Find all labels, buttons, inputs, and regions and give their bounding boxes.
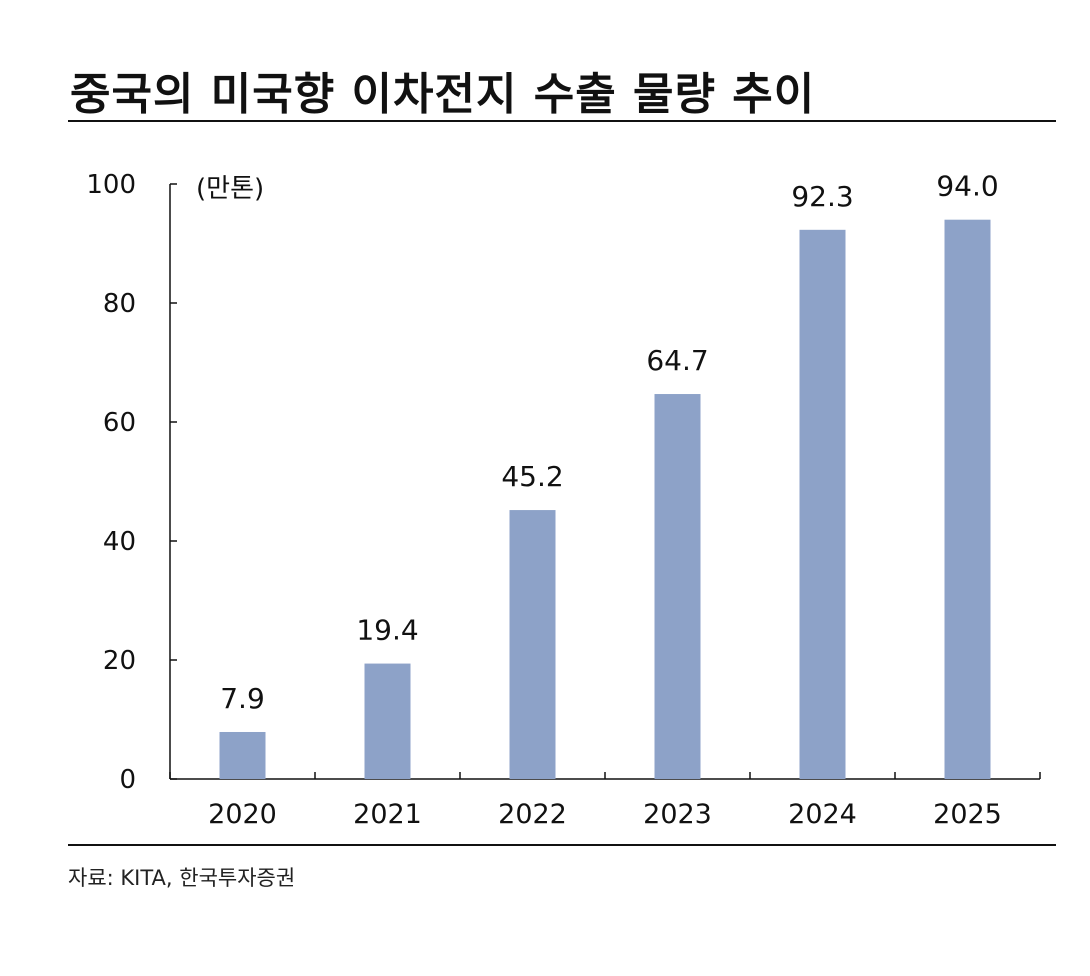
x-tick-label-2021: 2021: [353, 799, 422, 830]
x-tick-label-2020: 2020: [208, 799, 277, 830]
y-tick-label: 60: [103, 408, 136, 438]
y-tick-label: 40: [103, 527, 136, 557]
y-unit-label: (만톤): [196, 174, 264, 204]
chart-title: 중국의 미국향 이차전지 수출 물량 추이: [70, 69, 816, 120]
y-tick-label: 0: [119, 765, 136, 795]
bar-2020: [219, 731, 266, 779]
title-divider: [68, 120, 1056, 122]
y-tick-label: 80: [103, 289, 136, 319]
x-tick-label-2025: 2025: [933, 799, 1002, 830]
labels-group: 7.9 2020 19.4 2021 45.2 2022 64.7 2023 92.3 2024 9…: [208, 170, 1002, 830]
value-label-2022: 45.2: [501, 460, 563, 493]
bar-2024: [799, 229, 846, 779]
value-label-2025: 94.0: [936, 170, 998, 203]
axes: 0 20 40 60 80 100: [86, 170, 1041, 795]
bar-2021: [364, 663, 411, 779]
value-label-2023: 64.7: [646, 344, 708, 377]
y-tick-label: 100: [86, 170, 136, 200]
source-divider: [68, 844, 1056, 846]
x-tick-label-2023: 2023: [643, 799, 712, 830]
x-tick-label-2024: 2024: [788, 799, 857, 830]
bars-group: [219, 219, 991, 779]
bar-chart: (만톤) 0 20 40 60 80 100 7.9 2020 19.4 2021 45.2 202…: [86, 170, 1041, 830]
source-note: 자료: KITA, 한국투자증권: [68, 866, 296, 890]
bar-2022: [509, 510, 556, 779]
y-tick-label: 20: [103, 646, 136, 676]
x-tick-label-2022: 2022: [498, 799, 567, 830]
value-label-2024: 92.3: [791, 180, 853, 213]
bar-2025: [944, 219, 991, 779]
value-label-2021: 19.4: [356, 614, 418, 647]
value-label-2020: 7.9: [220, 682, 265, 715]
bar-2023: [654, 394, 701, 779]
